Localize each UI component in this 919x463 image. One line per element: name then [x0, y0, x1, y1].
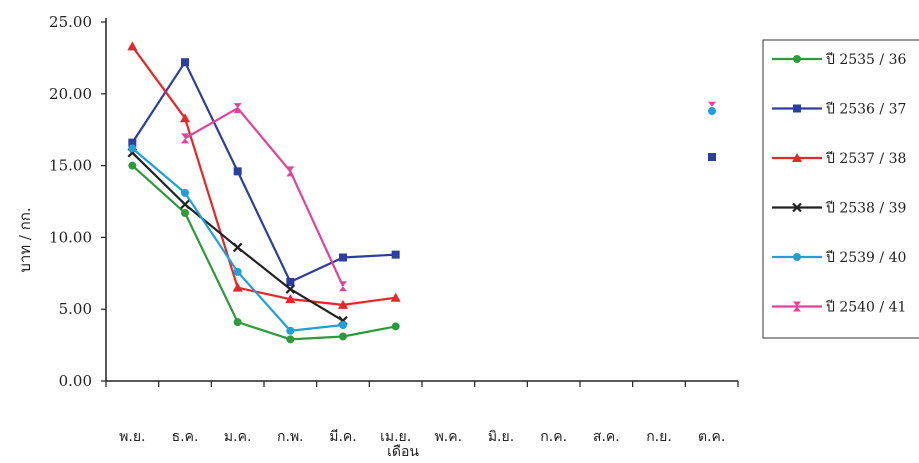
legend-marker: [793, 301, 801, 312]
legend-box: [762, 39, 919, 339]
x-tick-label: ก.ค.: [540, 429, 567, 445]
data-point: [128, 144, 137, 153]
x-tick-label: มิ.ย.: [488, 429, 514, 445]
x-tick-label: ก.ย.: [646, 429, 672, 445]
series-layer: [127, 41, 401, 344]
legend-item: ปี 2539 / 40: [772, 250, 906, 266]
data-point: [286, 326, 295, 335]
data-point: [233, 267, 242, 276]
series-line: [131, 45, 396, 306]
data-point: [339, 320, 347, 329]
data-point: [181, 58, 189, 67]
data-point: [339, 332, 347, 341]
legend-item: ปี 2537 / 38: [772, 151, 906, 167]
data-point: [127, 41, 138, 51]
y-tick-label: 15.00: [49, 157, 92, 175]
legend-label: ปี 2540 / 41: [826, 300, 907, 316]
data-point: [181, 208, 189, 217]
extra-data-point: [708, 107, 716, 116]
series-1: [128, 161, 400, 344]
series-4: [127, 147, 348, 326]
series-2: [128, 58, 400, 286]
legend-label: ปี 2536 / 37: [826, 102, 907, 118]
legend-marker: [793, 253, 801, 261]
x-tick-label: เม.ย.: [380, 429, 411, 445]
series-6: [181, 103, 347, 292]
data-point: [390, 292, 401, 302]
legend-label: ปี 2535 / 36: [826, 52, 907, 68]
data-point: [286, 277, 295, 286]
x-tick-label: ต.ค.: [698, 429, 725, 445]
data-point: [232, 282, 243, 292]
x-tick-label: ม.ค.: [224, 429, 252, 445]
series-line: [131, 164, 396, 341]
data-point: [285, 284, 296, 294]
legend-item: ปี 2538 / 39: [772, 201, 906, 217]
series-line: [131, 151, 344, 322]
x-tick-label: มี.ค.: [329, 429, 357, 445]
data-point: [286, 335, 295, 344]
extra-data-point: [708, 152, 716, 161]
x-tick-label: ก.พ.: [277, 429, 304, 445]
x-tick-label: พ.ค.: [435, 429, 463, 445]
x-tick-label: ธ.ค.: [172, 429, 199, 445]
y-tick-label: 5.00: [59, 300, 92, 318]
y-tick-label: 10.00: [49, 228, 92, 246]
x-axis-label: เดือน: [387, 444, 419, 459]
data-point: [128, 138, 137, 147]
legend-item: ปี 2540 / 41: [772, 300, 906, 316]
axes: 0.00 5.00 10.00 15.00 20.00 25.00 พ.ย. ธ.ค. ม.ค.…: [49, 13, 739, 445]
x-tick-label: ส.ค.: [593, 429, 620, 445]
x-tick-label: พ.ย.: [119, 429, 145, 445]
y-tick-label: 25.00: [49, 13, 92, 31]
series-line: [184, 107, 344, 287]
series-line: [131, 147, 344, 332]
legend-item: ปี 2536 / 37: [772, 102, 906, 118]
data-point: [286, 166, 295, 177]
data-point: [391, 322, 400, 331]
series-line: [131, 61, 396, 284]
data-point: [233, 318, 242, 327]
data-point: [233, 103, 242, 114]
data-point: [180, 199, 190, 210]
y-tick-label: 0.00: [59, 372, 92, 390]
data-point: [233, 167, 242, 176]
legend-marker: [792, 202, 802, 213]
data-point: [391, 250, 400, 259]
series-3: [127, 41, 401, 309]
legend-marker: [792, 153, 802, 162]
legend-label: ปี 2539 / 40: [826, 250, 907, 266]
data-point: [285, 294, 296, 304]
data-point: [180, 113, 190, 123]
series-5: [128, 144, 347, 335]
legend-item: ปี 2535 / 36: [772, 52, 906, 68]
y-axis-label: บาท / กก.: [16, 207, 34, 272]
data-point: [181, 133, 189, 144]
legend-label: ปี 2537 / 38: [826, 151, 907, 167]
extra-points-layer: [708, 101, 716, 161]
legend-marker: [793, 104, 801, 113]
legend-marker: [793, 55, 801, 63]
data-point: [339, 253, 347, 262]
data-point: [232, 242, 243, 253]
legend: ปี 2535 / 36 ปี 2536 / 37 ปี 2537 / 38 ปี 2…: [762, 39, 919, 339]
legend-label: ปี 2538 / 39: [826, 201, 907, 217]
data-point: [181, 188, 189, 197]
y-tick-label: 20.00: [49, 85, 92, 103]
data-point: [339, 281, 347, 292]
data-point: [338, 299, 348, 309]
data-point: [128, 161, 137, 170]
